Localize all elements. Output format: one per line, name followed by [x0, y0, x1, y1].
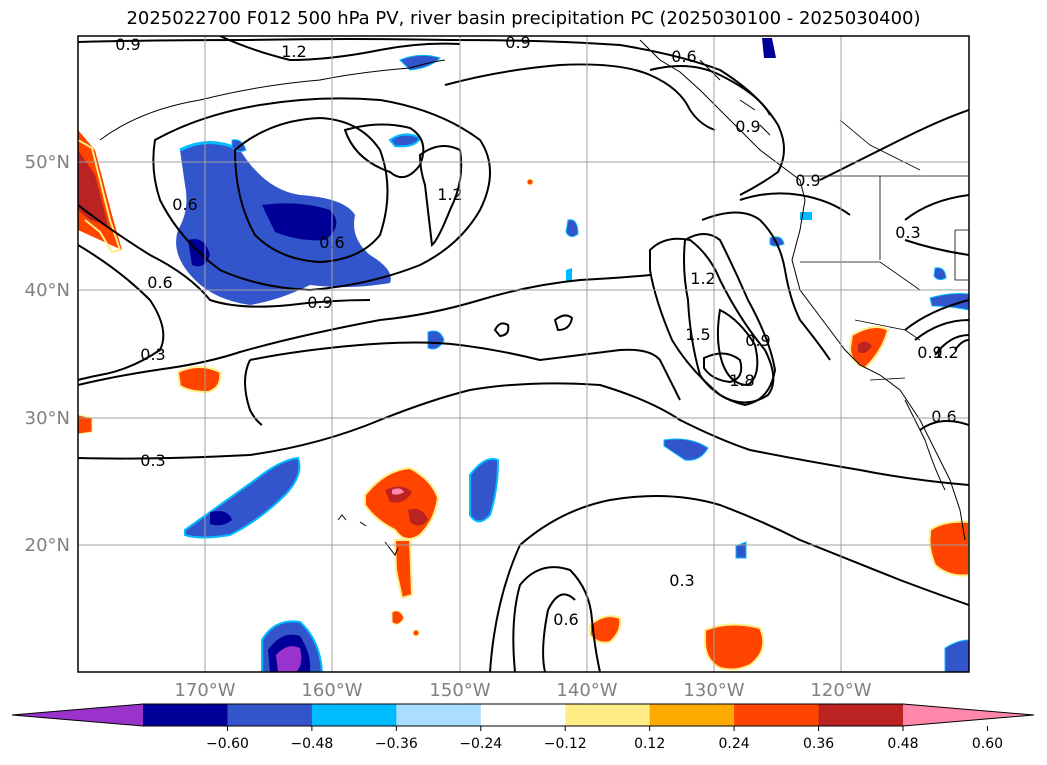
colorbar-tick-label: −0.12	[544, 736, 587, 752]
colorbar-swatch	[480, 704, 566, 726]
contour-label: 0.3	[895, 223, 920, 242]
contour-label: 0.9	[307, 293, 332, 312]
colorbar-tick-label: −0.48	[290, 736, 333, 752]
contour-label: 1.2	[281, 42, 306, 61]
lat-label: 50°N	[25, 152, 70, 173]
colorbar-swatch	[396, 704, 482, 726]
gridlines	[78, 36, 969, 672]
contour-label: 0.6	[931, 407, 956, 426]
colorbar-swatch	[818, 704, 904, 726]
colorbar-swatch	[734, 704, 820, 726]
contour-label: 0.9	[735, 117, 760, 136]
map-frame	[77, 35, 970, 673]
colorbar-extend-low	[12, 704, 143, 726]
contour-label: 0.9	[745, 331, 770, 350]
lat-label: 20°N	[25, 535, 70, 556]
precip-shading	[78, 38, 969, 672]
lat-label: 40°N	[25, 280, 70, 301]
colorbar-swatch	[227, 704, 313, 726]
contour-label: 1.5	[685, 325, 710, 344]
colorbar-tick-label: −0.24	[459, 736, 502, 752]
contour-label: 1.2	[933, 343, 958, 362]
map-background	[78, 36, 969, 672]
colorbar-swatch	[143, 704, 228, 726]
contour-label: 0.9	[115, 35, 140, 54]
lon-label: 130°W	[683, 680, 744, 701]
contour-label: 0.6	[147, 273, 172, 292]
contour-label: 0.6	[553, 610, 578, 629]
contour-label: 0.6	[172, 195, 197, 214]
contour-label: 1.2	[690, 269, 715, 288]
contour-label: 0.3	[140, 451, 165, 470]
colorbar-tick-label: 0.48	[887, 736, 918, 752]
contour-label: 1.8	[729, 371, 754, 390]
coastlines	[99, 39, 966, 556]
colorbar: −0.60 −0.48 −0.36 −0.24 −0.12 0.12 0.24 0.36 0.4…	[11, 703, 1035, 752]
pv-contours	[78, 36, 969, 672]
colorbar-swatch	[649, 704, 735, 726]
colorbar-outline	[11, 703, 1035, 727]
contour-label: 1.2	[437, 185, 462, 204]
lon-label: 140°W	[556, 680, 617, 701]
contour-label: 0.9	[795, 171, 820, 190]
lon-label: 150°W	[429, 680, 490, 701]
contour-label: 0.9	[505, 33, 530, 52]
colorbar-tick-label: 0.24	[719, 736, 750, 752]
political-borders	[800, 119, 969, 381]
colorbar-swatch	[311, 704, 397, 726]
colorbar-tick-label: 0.60	[972, 736, 1003, 752]
lon-label: 120°W	[810, 680, 871, 701]
lon-label: 170°W	[174, 680, 235, 701]
contour-label: 0.3	[669, 571, 694, 590]
colorbar-tick-label: −0.36	[375, 736, 418, 752]
colorbar-swatch	[565, 704, 651, 726]
lat-label: 30°N	[25, 408, 70, 429]
colorbar-tick-label: 0.12	[634, 736, 665, 752]
contour-label: 0.6	[671, 47, 696, 66]
contour-labels: 0.9 1.2 0.9 0.6 0.9 0.6 1.2 0.6 0.6 0.9 …	[115, 33, 958, 629]
map-title: 2025022700 F012 500 hPa PV, river basin …	[126, 8, 921, 29]
lon-label: 160°W	[301, 680, 362, 701]
colorbar-tick-label: 0.36	[803, 736, 834, 752]
colorbar-extend-high	[903, 704, 1034, 726]
latitude-labels: 50°N 40°N 30°N 20°N	[25, 152, 70, 556]
longitude-labels: 170°W 160°W 150°W 140°W 130°W 120°W	[174, 680, 871, 701]
colorbar-tick-label: −0.60	[206, 736, 249, 752]
contour-label: 0.3	[140, 345, 165, 364]
contour-label: 0.9	[917, 343, 942, 362]
